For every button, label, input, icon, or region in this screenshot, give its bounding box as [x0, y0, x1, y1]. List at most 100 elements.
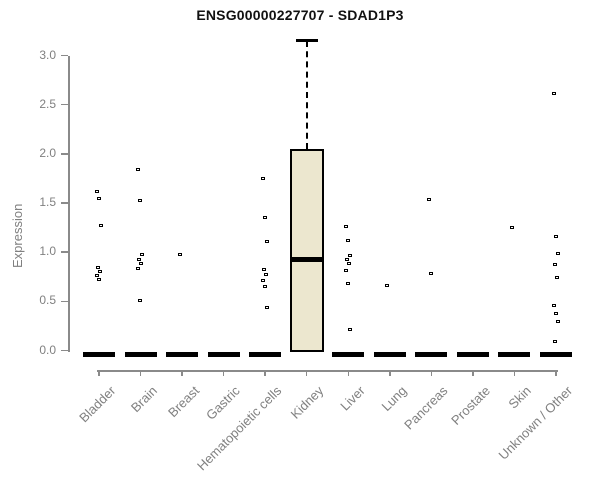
zero-expression-bar [332, 352, 365, 357]
data-point [97, 269, 102, 273]
zero-expression-bar [415, 352, 448, 357]
data-point [426, 198, 431, 202]
data-point [555, 319, 560, 323]
zero-expression-bar [456, 352, 489, 357]
data-point [139, 261, 144, 265]
x-tick-label: Breast [164, 383, 202, 421]
y-axis-tick [61, 349, 68, 352]
data-point [554, 275, 559, 279]
upper-whisker [305, 40, 308, 149]
data-point [260, 177, 265, 181]
zero-expression-bar [124, 352, 157, 357]
data-point [551, 91, 556, 95]
x-axis-tick [555, 370, 557, 376]
data-point [264, 306, 269, 310]
median-line [289, 256, 324, 262]
data-point [138, 299, 143, 303]
x-tick-label: Pancreas [401, 383, 451, 433]
y-axis-line [68, 55, 70, 352]
x-tick-label: Unknown / Other [496, 383, 576, 463]
zero-expression-bar [166, 352, 199, 357]
data-point [347, 327, 352, 331]
y-tick-label: 1.5 [39, 195, 56, 209]
chart-title: ENSG00000227707 - SDAD1P3 [196, 7, 404, 23]
data-point [551, 304, 556, 308]
data-point [138, 199, 143, 203]
x-axis-tick [222, 370, 225, 376]
x-axis-tick [472, 370, 474, 376]
data-point [553, 235, 558, 239]
x-axis-line [97, 370, 558, 372]
y-tick-label: 2.5 [39, 96, 56, 111]
data-point [264, 240, 269, 244]
data-point [347, 254, 352, 258]
data-point [260, 278, 265, 282]
data-point [385, 283, 390, 287]
zero-expression-bar [83, 352, 115, 357]
data-point [261, 267, 266, 271]
data-point [343, 268, 348, 272]
data-point [136, 167, 141, 171]
y-tick-label: 1.0 [39, 244, 56, 259]
x-axis-tick [264, 370, 266, 376]
data-point [344, 258, 349, 262]
x-tick-label: Kidney [287, 383, 327, 422]
data-point [177, 253, 182, 257]
data-point [263, 272, 268, 276]
y-axis-tick [61, 54, 68, 57]
x-axis-tick [389, 370, 391, 376]
data-point [94, 190, 99, 194]
upper-whisker-cap [295, 39, 318, 43]
y-tick-label: 0.5 [39, 293, 56, 308]
x-axis-tick [181, 370, 183, 376]
x-tick-label: Liver [337, 383, 368, 414]
y-tick-label: 2.0 [39, 145, 56, 160]
zero-expression-bar [540, 352, 572, 357]
y-axis-tick [61, 251, 68, 253]
x-tick-label: Skin [505, 383, 535, 412]
x-axis-tick [347, 370, 350, 376]
data-point [553, 312, 558, 316]
x-axis-tick [139, 370, 142, 376]
y-tick-label: 3.0 [39, 47, 56, 62]
zero-expression-bar [249, 352, 282, 357]
zero-expression-bar [373, 352, 406, 357]
data-point [552, 262, 557, 266]
x-axis-tick [513, 370, 516, 376]
data-point [96, 197, 101, 201]
y-axis-tick [61, 202, 68, 204]
data-point [262, 215, 267, 219]
data-point [555, 252, 560, 256]
data-point [96, 277, 101, 281]
data-point [509, 225, 514, 229]
y-axis-tick [61, 153, 68, 155]
x-tick-label: Bladder [76, 383, 119, 426]
data-point [136, 266, 141, 270]
data-point [94, 273, 99, 277]
data-point [552, 339, 557, 343]
y-axis-label: Expression [10, 203, 25, 268]
zero-expression-bar [498, 352, 531, 357]
y-tick-label: 0.0 [39, 342, 56, 357]
box-iqr [289, 148, 324, 353]
x-tick-label: Prostate [447, 383, 493, 428]
data-point [95, 265, 100, 269]
data-point [262, 284, 267, 288]
x-axis-tick [305, 370, 308, 376]
zero-expression-bar [207, 352, 240, 357]
x-tick-label: Brain [128, 383, 161, 416]
data-point [346, 261, 351, 265]
data-point [98, 223, 103, 227]
data-point [137, 258, 142, 262]
y-axis-tick [61, 300, 68, 303]
x-tick-label: Lung [378, 383, 410, 415]
x-tick-label: Gastric [203, 383, 244, 423]
data-point [345, 239, 350, 243]
x-axis-tick [98, 370, 100, 376]
data-point [140, 253, 145, 257]
x-axis-tick [430, 370, 433, 376]
data-point [345, 281, 350, 285]
data-point [428, 271, 433, 275]
data-point [343, 224, 348, 228]
